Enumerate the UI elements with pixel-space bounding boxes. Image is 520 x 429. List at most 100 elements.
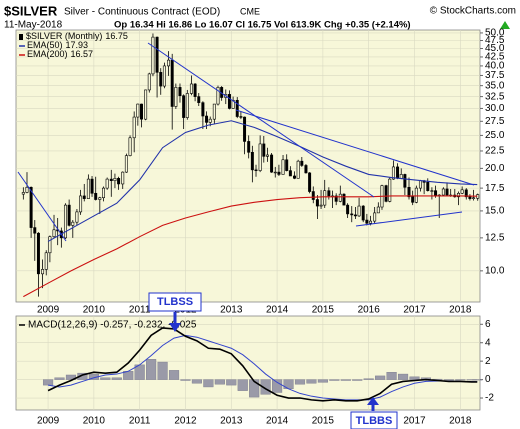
y-tick-label: 42.5: [485, 52, 505, 63]
candle-body: [136, 103, 140, 118]
candle-body: [361, 205, 365, 221]
candle-body: [407, 186, 411, 198]
candle-body: [308, 172, 312, 192]
candle-body: [121, 171, 125, 185]
x-tick-label: 2015: [312, 416, 335, 427]
candle-body: [105, 178, 109, 189]
x-tick-label: 2010: [83, 416, 106, 427]
trendline: [147, 42, 375, 198]
candle-body: [170, 59, 174, 107]
candle-body: [388, 178, 392, 202]
histogram-bar: [306, 379, 317, 384]
histogram-bar: [409, 376, 420, 380]
candle-body: [124, 155, 128, 173]
candle-body: [86, 178, 90, 199]
candle-body: [247, 141, 251, 153]
candle-body: [430, 190, 434, 192]
candle-body: [293, 175, 296, 179]
trendline: [17, 171, 67, 242]
y-tick-label: 20.0: [485, 163, 505, 174]
candle-body: [71, 221, 75, 226]
candle-body: [193, 83, 197, 97]
candle-body: [300, 160, 304, 166]
candle-body: [98, 197, 102, 200]
macd-legend: MACD(12,26,9) -0.257, -0.232, -0.025: [28, 320, 197, 331]
legend-name: EMA(50): [27, 40, 63, 50]
histogram-bar: [397, 373, 409, 380]
y-tick-label: 40.0: [485, 61, 505, 72]
x-tick-label: 2009: [37, 305, 60, 316]
candle-body: [296, 160, 300, 179]
histogram-bar: [317, 379, 328, 383]
candle-body: [67, 204, 71, 226]
candle-body: [216, 87, 220, 105]
candle-body: [212, 103, 216, 120]
candle-body: [197, 96, 201, 103]
histogram-bar: [472, 379, 483, 381]
histogram-bar: [455, 379, 466, 381]
annotation: TLBSS: [157, 296, 193, 308]
x-tick-label: 2014: [266, 305, 289, 316]
candle-body: [304, 165, 308, 174]
candle-body: [41, 269, 45, 275]
candle-body: [418, 180, 422, 189]
histogram-bar: [237, 379, 248, 391]
candle-body: [426, 182, 430, 191]
candle-body: [155, 36, 159, 73]
candle-body: [29, 186, 33, 228]
x-tick-label: 2018: [449, 305, 472, 316]
x-tick-label: 2013: [220, 305, 243, 316]
candle-body: [346, 204, 350, 215]
histogram-bar: [443, 379, 454, 381]
histogram-bar: [100, 377, 111, 380]
candle-body: [403, 174, 407, 188]
macd-line: [47, 327, 478, 402]
y-tick-label: 12.5: [485, 233, 505, 244]
candle-body: [319, 204, 323, 207]
candle-body: [185, 93, 189, 118]
candle-body: [147, 73, 151, 91]
candle-body: [231, 99, 235, 109]
candle-body: [189, 83, 193, 94]
histogram-bar: [111, 377, 122, 380]
candle-body: [365, 219, 369, 224]
candle-body: [373, 212, 377, 222]
candle-body: [327, 190, 331, 197]
trendline: [355, 211, 463, 227]
candle-body: [162, 65, 166, 87]
candle-body: [464, 189, 468, 198]
instrument-name: Silver - Continuous Contract (EOD): [64, 7, 220, 18]
candle-body: [151, 36, 155, 75]
histogram-bar: [386, 372, 397, 380]
candle-body: [338, 193, 342, 202]
y-tick-label: 17.5: [485, 183, 505, 194]
candle-body: [36, 232, 40, 275]
candle-body: [167, 59, 171, 67]
annotation: TLBBS: [356, 415, 393, 427]
candle-body: [277, 171, 281, 175]
legend-label: EMA(50) 17.93: [27, 40, 88, 50]
candle-body: [44, 252, 48, 270]
histogram-bar: [191, 379, 202, 384]
candle-body: [21, 192, 25, 195]
quote: Op 16.34 Hi 16.86 Lo 16.07 Cl 16.75 Vol …: [114, 20, 411, 31]
y-tick-label: 47.5: [485, 35, 505, 46]
exchange: CME: [240, 6, 260, 16]
candle-body: [258, 143, 262, 171]
candle-body: [357, 205, 361, 217]
candle-body: [132, 116, 136, 139]
candle-body: [265, 154, 269, 157]
candle-body: [94, 192, 98, 200]
x-tick-label: 2010: [83, 305, 106, 316]
candle-body: [270, 154, 274, 173]
x-tick-label: 2017: [403, 305, 426, 316]
histogram-bar: [168, 370, 180, 380]
histogram-bar: [375, 375, 386, 380]
histogram-bar: [146, 359, 157, 380]
histogram-bar: [363, 378, 374, 380]
legend-value: 17.93: [66, 40, 89, 50]
candle-body: [113, 178, 117, 182]
candle-body: [63, 204, 67, 239]
candle-body: [376, 206, 380, 214]
